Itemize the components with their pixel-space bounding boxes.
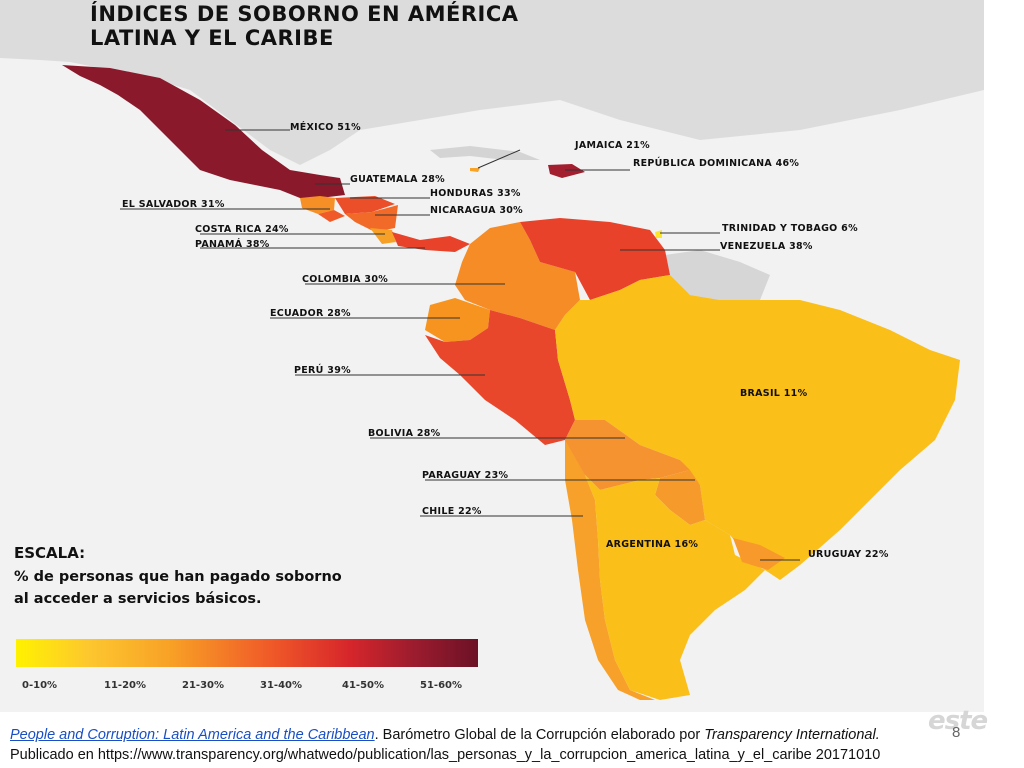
label-nicaragua: NICARAGUA 30% [430,205,523,216]
scale-legend: ESCALA: % de personas que han pagado sob… [14,544,484,704]
map-region-jamaica [470,168,480,172]
label-chile: CHILE 22% [422,506,482,517]
label-brasil: BRASIL 11% [740,388,808,399]
map-region-dominicana [548,164,585,178]
label-honduras: HONDURAS 33% [430,188,521,199]
map-region-colombia [455,222,580,330]
label-jamaica: JAMAICA 21% [575,140,650,151]
watermark-logo: este [928,706,988,736]
map-region-uruguay [733,538,785,570]
scale-gradient-bar [16,639,478,667]
label-uruguay: URUGUAY 22% [808,549,889,560]
scale-title: ESCALA: [14,544,86,562]
label-ecuador: ECUADOR 28% [270,308,351,319]
map-title: ÍNDICES DE SOBORNO EN AMÉRICA LATINA Y E… [90,2,519,50]
map-region-peru [425,310,575,445]
scale-description: % de personas que han pagado soborno al … [14,566,484,610]
label-peru: PERÚ 39% [294,365,351,376]
label-guatemala: GUATEMALA 28% [350,174,445,185]
map-title-line2: LATINA Y EL CARIBE [90,26,334,50]
map-region-salvador [318,210,345,222]
map-region-ecuador [425,298,490,342]
map-region-costarica [370,228,396,244]
scale-tick: 0-10% [22,680,58,691]
scale-ticks: 0-10% 11-20% 21-30% 31-40% 41-50% 51-60% [14,680,484,696]
guianas-land [665,250,770,300]
north-america-land [0,0,984,165]
map-region-paraguay [655,470,705,525]
label-venezuela: VENEZUELA 38% [720,241,813,252]
map-region-brasil [555,275,960,580]
map-region-mexico [62,65,345,198]
map-region-argentina [585,475,765,700]
scale-desc-line1: % de personas que han pagado soborno [14,569,342,585]
label-colombia: COLOMBIA 30% [302,274,389,285]
scale-tick: 41-50% [342,680,385,691]
scale-tick: 21-30% [182,680,225,691]
map-region-honduras [335,196,395,214]
label-panama: PANAMÁ 38% [195,239,270,250]
map-region-nicaragua [345,205,398,232]
label-argentina: ARGENTINA 16% [606,539,699,550]
cuba-island [430,146,540,160]
label-trinidad: TRINIDAD Y TOBAGO 6% [722,223,858,234]
map-region-trinidad [655,230,662,238]
map-region-venezuela [520,218,670,300]
page-number: 8 [952,724,961,741]
label-salvador: EL SALVADOR 31% [122,199,225,210]
scale-tick: 51-60% [420,680,463,691]
label-dominicana: REPÚBLICA DOMINICANA 46% [633,158,800,169]
leader-lines [120,129,800,561]
scale-tick: 31-40% [260,680,303,691]
label-paraguay: PARAGUAY 23% [422,470,509,481]
source-citation-line2: Publicado en https://www.transparency.or… [10,747,881,763]
source-citation-line1: People and Corruption: Latin America and… [10,727,880,743]
map-region-chile [565,440,655,700]
label-bolivia: BOLIVIA 28% [368,428,441,439]
scale-desc-line2: al acceder a servicios básicos. [14,591,262,607]
source-text: . Barómetro Global de la Corrupción elab… [374,727,705,743]
map-canvas [0,0,984,700]
scale-tick: 11-20% [104,680,147,691]
map-panel: ÍNDICES DE SOBORNO EN AMÉRICA LATINA Y E… [0,0,984,712]
label-mexico: MÉXICO 51% [290,122,361,133]
source-org: Transparency International. [704,727,880,743]
source-link[interactable]: People and Corruption: Latin America and… [10,727,375,743]
map-title-line1: ÍNDICES DE SOBORNO EN AMÉRICA [90,2,519,26]
map-region-panama [392,232,470,252]
label-costarica: COSTA RICA 24% [195,224,289,235]
